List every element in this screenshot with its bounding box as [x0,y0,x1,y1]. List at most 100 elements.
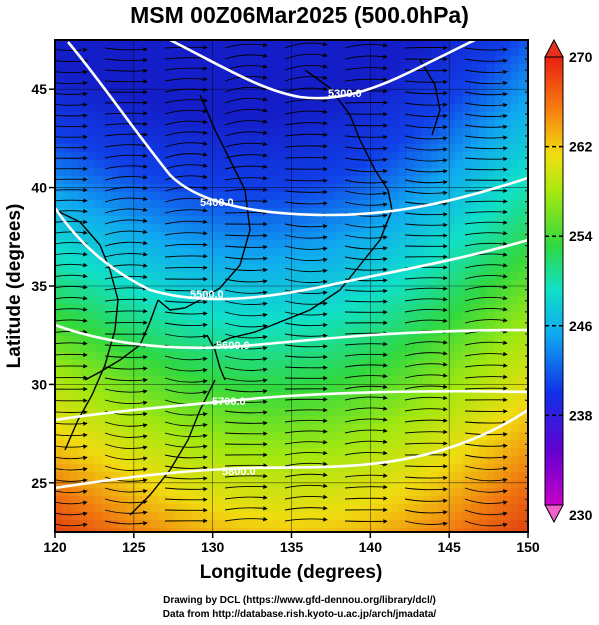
streamline [55,251,88,257]
streamline [284,278,328,285]
streamline [164,108,208,115]
x-axis-ticks: 120 125 130 135 140 145 150 [43,532,540,555]
map-area [55,40,528,532]
colorbar-tick-label: 254 [569,228,593,244]
streamline [224,420,268,426]
streamline [284,418,328,423]
streamline [404,135,448,141]
streamline [224,175,268,181]
streamline [284,143,328,149]
streamline [464,241,508,247]
streamline [55,145,88,150]
streamline [344,417,388,423]
x-tick-label: 150 [516,539,540,555]
streamline [55,511,88,517]
streamline [284,429,328,434]
streamline [104,399,148,406]
streamline [104,57,148,63]
streamline [284,517,328,522]
streamline [104,121,148,127]
streamline [464,69,508,75]
credits: Drawing by DCL (https://www.gfd-dennou.o… [0,594,599,622]
streamline [164,476,208,481]
streamline [284,201,328,206]
streamline [464,220,508,225]
streamline [55,198,88,203]
streamline [404,406,448,412]
streamline [464,135,508,140]
streamline [284,223,328,229]
streamline [344,65,388,71]
colorbar-tick-label: 230 [569,507,593,523]
streamline [224,164,268,170]
streamline [284,41,328,49]
colorbar-tick-label: 246 [569,318,593,334]
streamline [224,53,268,60]
streamline [404,429,448,435]
streamline [284,450,328,456]
streamline [404,113,448,119]
streamline [404,201,448,206]
streamline [164,174,208,181]
streamline [224,75,268,82]
streamline [104,377,148,383]
contour-label-5400: 5400.0 [200,197,234,209]
x-tick-label: 140 [359,539,383,555]
streamline [464,230,508,236]
streamline [104,454,148,461]
streamline [104,79,148,84]
streamline [104,285,148,291]
contour-5700 [55,389,528,422]
streamline [464,509,508,517]
streamline [404,91,448,96]
streamline [164,388,208,395]
streamline [404,296,448,302]
streamline [55,102,88,108]
streamline [284,311,328,317]
streamline [284,75,328,82]
streamline [524,47,528,49]
streamline [344,473,388,478]
streamline [104,142,148,148]
streamline [104,251,148,258]
streamline [104,354,148,360]
streamline [464,124,508,130]
streamline [104,218,148,225]
streamline [524,520,528,523]
streamline [164,432,208,439]
streamline [344,134,388,140]
streamline [404,307,448,313]
streamline [464,420,508,426]
y-tick-label: 30 [31,376,47,392]
streamline [224,322,268,329]
streamline [104,509,148,515]
streamline [344,341,388,347]
streamline [344,77,388,82]
streamline [224,86,268,93]
streamline [224,355,268,362]
streamline [404,68,448,73]
streamline [224,42,268,49]
streamline [164,355,208,362]
credit-data: Data from http://database.rish.kyoto-u.a… [162,609,437,620]
x-tick-label: 130 [201,539,225,555]
streamline [55,262,88,268]
streamline [284,322,328,328]
streamline [224,506,268,511]
x-tick-label: 145 [437,539,461,555]
streamline [284,289,328,296]
x-tick-label: 120 [43,539,67,555]
streamline [344,450,388,456]
streamline [164,163,208,170]
streamline [55,432,88,438]
streamline [464,113,508,119]
streamline [344,54,388,60]
streamline [164,196,208,203]
streamline [464,156,508,162]
streamline [164,454,208,460]
streamline [55,398,88,403]
y-tick-label: 40 [31,180,47,196]
streamline [404,286,448,291]
streamline [284,407,328,413]
streamline [464,199,508,204]
